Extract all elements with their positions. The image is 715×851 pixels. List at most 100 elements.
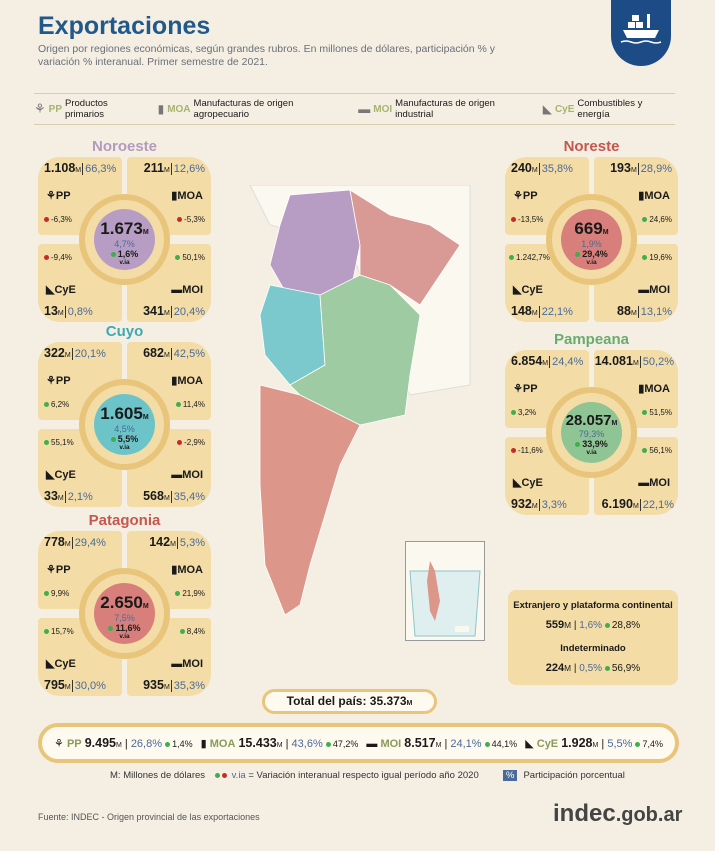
patagonia-cye-amt: 795M 30,0% bbox=[44, 678, 106, 692]
pampeana-share: 79,3% bbox=[578, 429, 605, 439]
noreste-pp-via: -13,5% bbox=[511, 215, 543, 224]
oil-pump-icon: ◣ bbox=[525, 738, 534, 750]
patagonia-moa-label: ▮MOA bbox=[171, 564, 203, 576]
antarctica-inset-map bbox=[405, 541, 485, 641]
noreste-total: 669M bbox=[574, 219, 609, 238]
region-title-noreste: Noreste bbox=[563, 138, 620, 155]
footer-legend-via: v.ia = Variación interanual respecto igu… bbox=[215, 770, 479, 781]
oil-pump-icon: ◣ bbox=[46, 284, 55, 296]
patagonia-moi-label: ▬MOI bbox=[171, 658, 203, 670]
cuyo-total-ring: 1.605M 4,5% 5,5% v.ia bbox=[79, 379, 170, 470]
total-pp: ⚘ PP 9.495M | 26,8% 1,4% bbox=[54, 736, 193, 750]
footer-legend-m: M: Millones de dólares bbox=[110, 770, 206, 781]
extranjero-values: 559M | 1,6% 28,8% bbox=[545, 619, 641, 631]
region-title-cuyo: Cuyo bbox=[105, 323, 144, 340]
noroeste-total: 1.673M bbox=[100, 219, 149, 238]
noreste-moi-amt: 88M 13,1% bbox=[617, 304, 672, 318]
cuyo-pp-label: ⚘PP bbox=[46, 375, 71, 387]
noroeste-pp-amt: 1.108M 66,3% bbox=[44, 161, 117, 175]
ship-badge bbox=[611, 0, 671, 66]
indeterminado-title: Indeterminado bbox=[560, 643, 626, 654]
cuyo-moi-label: ▬MOI bbox=[171, 469, 203, 481]
truck-icon: ▬ bbox=[638, 284, 650, 296]
noroeste-moi-via: 50,1% bbox=[175, 253, 205, 262]
pampeana-cye-amt: 932M 3,3% bbox=[511, 497, 567, 511]
wheat-icon: ⚘ bbox=[46, 190, 56, 202]
total-moa: ▮ MOA 15.433M | 43,6% 47,2% bbox=[200, 736, 359, 750]
noreste-moa-via: 24,6% bbox=[642, 215, 672, 224]
truck-icon: ▬ bbox=[638, 477, 650, 489]
patagonia-pp-via: 9,9% bbox=[44, 589, 69, 598]
pampeana-pp-amt: 6.854M 24,4% bbox=[511, 354, 584, 368]
oil-pump-icon: ◣ bbox=[513, 477, 522, 489]
page-title: Exportaciones bbox=[38, 12, 211, 40]
legend-moa: ▮ MOA Manufacturas de origen agropecuario bbox=[157, 98, 294, 120]
wheat-icon: ⚘ bbox=[513, 190, 523, 202]
noreste-moa-label: ▮MOA bbox=[638, 190, 670, 202]
map-pampeana bbox=[289, 274, 421, 426]
noreste-cye-via: 1.242,7% bbox=[509, 253, 550, 262]
pampeana-moa-label: ▮MOA bbox=[638, 383, 670, 395]
patagonia-pp-label: ⚘PP bbox=[46, 564, 71, 576]
pampeana-pp-via: 3,2% bbox=[511, 408, 536, 417]
map-noreste bbox=[349, 189, 461, 306]
pampeana-moi-amt: 6.190M 22,1% bbox=[601, 497, 674, 511]
wheat-icon: ⚘ bbox=[46, 375, 56, 387]
wheat-icon: ⚘ bbox=[46, 564, 56, 576]
pampeana-moa-amt: 14.081M 50,2% bbox=[594, 354, 674, 368]
wheat-icon: ⚘ bbox=[513, 383, 523, 395]
bottle-icon: ▮ bbox=[638, 190, 645, 202]
map-cuyo bbox=[259, 284, 326, 386]
noreste-pp-amt: 240M 35,8% bbox=[511, 161, 573, 175]
pampeana-moi-label: ▬MOI bbox=[638, 477, 670, 489]
bottle-icon: ▮ bbox=[638, 383, 645, 395]
extranjero-title: Extranjero y plataforma continental bbox=[513, 600, 673, 611]
panel-pampeana: 6.854M 24,4% 14.081M 50,2% 932M 3,3% 6.190M… bbox=[505, 350, 678, 515]
oil-pump-icon: ◣ bbox=[46, 658, 55, 670]
noroeste-moi-amt: 341M 20,4% bbox=[143, 304, 205, 318]
legend-pp: ⚘ PP Productos primarios bbox=[34, 98, 108, 120]
noreste-cye-label: ◣CyE bbox=[513, 284, 543, 296]
region-title-pampeana: Pampeana bbox=[553, 331, 630, 348]
noroeste-pp-label: ⚘PP bbox=[46, 190, 71, 202]
truck-icon: ▬ bbox=[358, 102, 371, 116]
cuyo-moi-amt: 568M 35,4% bbox=[143, 489, 205, 503]
cuyo-moi-via: -2,9% bbox=[177, 438, 205, 447]
pampeana-total: 28.057M bbox=[565, 412, 618, 429]
bottle-icon: ▮ bbox=[157, 102, 165, 116]
cuyo-moa-via: 11,4% bbox=[175, 400, 205, 409]
patagonia-moa-amt: 142M 5,3% bbox=[149, 535, 205, 549]
bottle-icon: ▮ bbox=[171, 564, 178, 576]
wheat-icon: ⚘ bbox=[54, 738, 64, 750]
cuyo-pp-via: 6,2% bbox=[44, 400, 69, 409]
legend-cye: ◣ CyE Combustibles y energía bbox=[542, 98, 643, 120]
cuyo-pp-amt: 322M 20,1% bbox=[44, 346, 106, 360]
patagonia-cye-via: 15,7% bbox=[44, 627, 74, 636]
cargo-ship-icon bbox=[620, 14, 662, 44]
cuyo-cye-via: 55,1% bbox=[44, 438, 74, 447]
noroeste-moa-amt: 211M 12,6% bbox=[143, 161, 205, 175]
noreste-moi-label: ▬MOI bbox=[638, 284, 670, 296]
indec-logo: indec.gob.ar bbox=[553, 800, 683, 827]
patagonia-moi-amt: 935M 35,3% bbox=[143, 678, 205, 692]
legend-moi: ▬ MOI Manufacturas de origen industrial bbox=[358, 98, 495, 120]
bottle-icon: ▮ bbox=[171, 375, 178, 387]
cuyo-cye-amt: 33M 2,1% bbox=[44, 489, 93, 503]
noroeste-moa-via: -5,3% bbox=[177, 215, 205, 224]
truck-icon: ▬ bbox=[171, 469, 183, 481]
region-title-noroeste: Noroeste bbox=[91, 138, 158, 155]
pampeana-total-ring: 28.057M 79,3% 33,9% v.ia bbox=[546, 387, 637, 478]
noroeste-total-ring: 1.673M 4,7% 1,6% v.ia bbox=[79, 194, 170, 285]
patagonia-total: 2.650M bbox=[100, 593, 149, 612]
patagonia-via: 11,6% bbox=[94, 623, 155, 633]
extranjero-indeterminado-box: Extranjero y plataforma continental 559M… bbox=[508, 590, 678, 685]
footer-legend-pct: % Participación porcentual bbox=[503, 770, 625, 781]
noroeste-cye-amt: 13M 0,8% bbox=[44, 304, 93, 318]
pampeana-cye-label: ◣CyE bbox=[513, 477, 543, 489]
wheat-icon: ⚘ bbox=[34, 101, 46, 116]
region-title-patagonia: Patagonia bbox=[88, 512, 161, 529]
noroeste-moi-label: ▬MOI bbox=[171, 284, 203, 296]
noroeste-cye-via: -9,4% bbox=[44, 253, 72, 262]
cuyo-via: 5,5% bbox=[94, 434, 155, 444]
truck-icon: ▬ bbox=[171, 284, 183, 296]
